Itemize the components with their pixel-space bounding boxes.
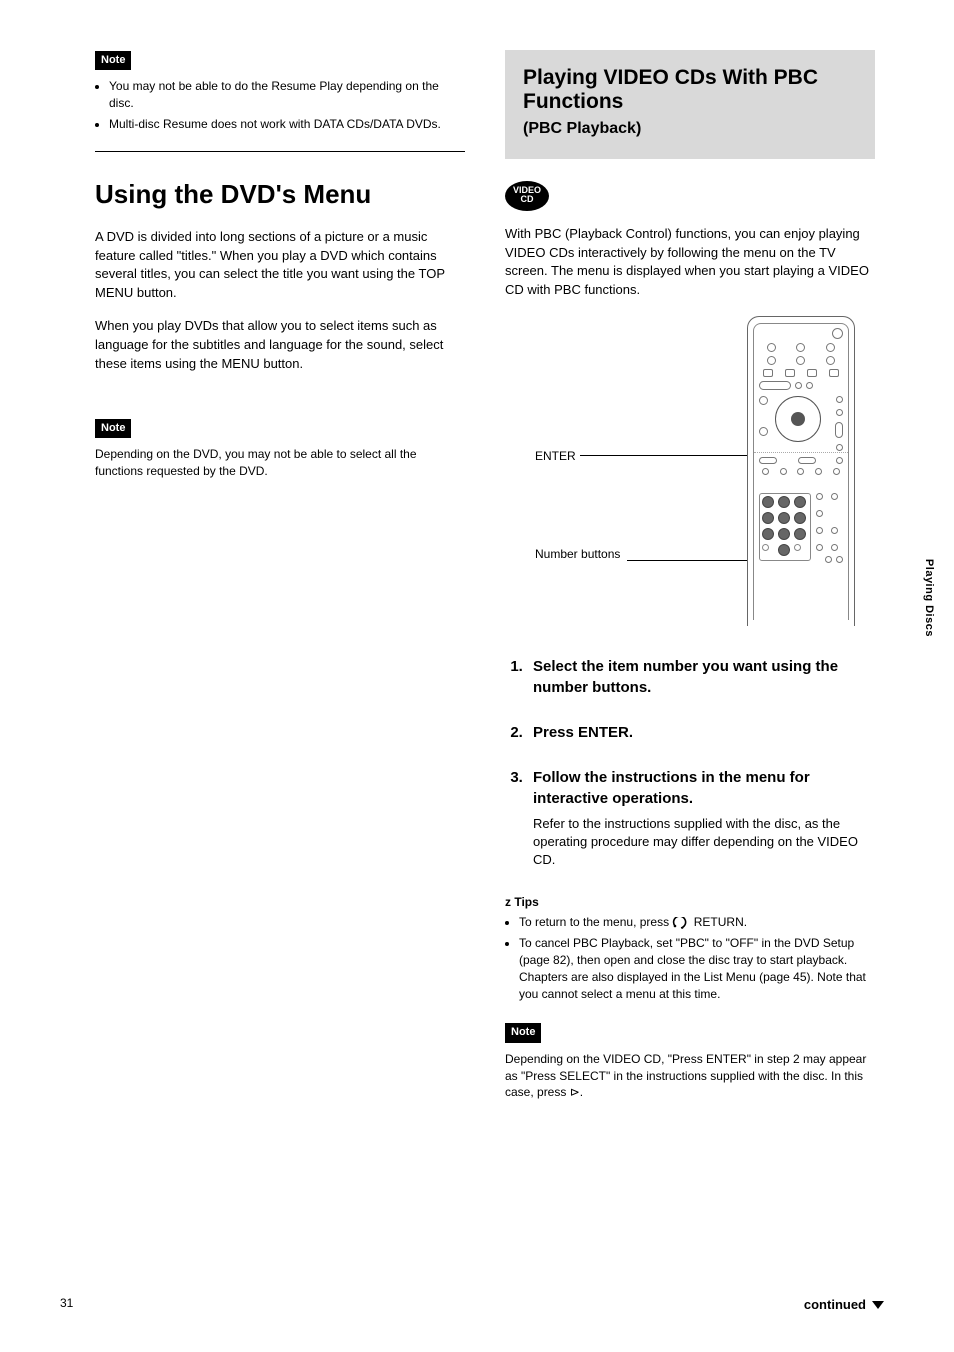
remote-btn xyxy=(806,382,813,389)
remote-btn xyxy=(785,369,795,377)
remote-btn xyxy=(816,527,823,534)
paragraph: When you play DVDs that allow you to sel… xyxy=(95,317,465,374)
note-text: Depending on the VIDEO CD, "Press ENTER"… xyxy=(505,1051,875,1101)
dpad xyxy=(757,394,845,448)
tip-item: To return to the menu, press RETURN. xyxy=(519,914,875,931)
remote-btn xyxy=(759,396,768,405)
video-cd-badge: VIDEO CD xyxy=(505,181,549,211)
step-body: Refer to the instructions supplied with … xyxy=(533,815,875,870)
note-label-top: Note xyxy=(95,51,131,70)
enter-button[interactable] xyxy=(791,412,805,426)
continued-text: continued xyxy=(804,1297,866,1312)
remote-btn xyxy=(826,343,835,352)
note-item: You may not be able to do the Resume Pla… xyxy=(109,78,465,112)
note-label-bottom: Note xyxy=(505,1023,541,1042)
remote-btn xyxy=(816,544,823,551)
step-item: Press ENTER. xyxy=(527,722,875,743)
step-item: Follow the instructions in the menu for … xyxy=(527,767,875,870)
remote-btn xyxy=(796,343,805,352)
num-button[interactable] xyxy=(762,512,774,524)
remote-btn xyxy=(780,468,787,475)
step-list: Select the item number you want using th… xyxy=(505,656,875,870)
remote-btn xyxy=(831,544,838,551)
step-title: Select the item number you want using th… xyxy=(533,658,838,696)
section-divider xyxy=(95,151,465,152)
continued-indicator: continued xyxy=(804,1296,884,1314)
step-item: Select the item number you want using th… xyxy=(527,656,875,698)
remote-btn xyxy=(759,457,777,464)
note-item: Multi-disc Resume does not work with DAT… xyxy=(109,116,465,133)
page-number: 31 xyxy=(60,1295,73,1312)
num-button[interactable] xyxy=(762,496,774,508)
num-button[interactable] xyxy=(762,544,769,551)
tips-heading: z Tips xyxy=(505,894,875,911)
return-icon xyxy=(672,917,690,929)
num-button[interactable] xyxy=(794,496,806,508)
paragraph: A DVD is divided into long sections of a… xyxy=(95,228,465,303)
remote-outline xyxy=(747,316,855,626)
remote-btn xyxy=(763,369,773,377)
tip-item: To cancel PBC Playback, set "PBC" to "OF… xyxy=(519,935,875,1002)
remote-btn xyxy=(836,457,843,464)
remote-btn xyxy=(833,468,840,475)
box-title: Playing VIDEO CDs With PBC Functions xyxy=(523,66,857,114)
callout-line xyxy=(580,455,770,456)
note-text: Depending on the DVD, you may not be abl… xyxy=(95,446,465,480)
remote-btn xyxy=(815,468,822,475)
remote-btn xyxy=(816,510,823,517)
section-heading: Using the DVD's Menu xyxy=(95,180,465,210)
remote-btn xyxy=(831,493,838,500)
remote-btn xyxy=(759,427,768,436)
remote-btn xyxy=(831,527,838,534)
note-label-sub: Note xyxy=(95,419,131,438)
enter-label: ENTER xyxy=(535,448,576,465)
box-subtitle: (PBC Playback) xyxy=(523,118,857,140)
num-button[interactable] xyxy=(778,528,790,540)
number-pad xyxy=(757,479,845,554)
remote-btn xyxy=(797,468,804,475)
remote-btn xyxy=(762,468,769,475)
side-tab-label: Playing Discs xyxy=(921,559,936,637)
tips-label: z Tips xyxy=(505,895,539,909)
num-button[interactable] xyxy=(762,528,774,540)
left-column: Note You may not be able to do the Resum… xyxy=(95,50,465,1101)
highlight-box: Playing VIDEO CDs With PBC Functions (PB… xyxy=(505,50,875,159)
remote-btn xyxy=(826,356,835,365)
tips-list: To return to the menu, press RETURN. To … xyxy=(505,914,875,1002)
remote-diagram: ENTER Number buttons xyxy=(535,316,875,636)
intro-paragraph: With PBC (Playback Control) functions, y… xyxy=(505,225,875,300)
num-button[interactable] xyxy=(794,512,806,524)
remote-btn xyxy=(767,356,776,365)
remote-btn xyxy=(829,369,839,377)
remote-btn xyxy=(836,409,843,416)
step-title: Follow the instructions in the menu for … xyxy=(533,769,810,807)
remote-btn xyxy=(835,422,843,438)
remote-btn xyxy=(767,343,776,352)
down-arrow-icon xyxy=(872,1301,884,1309)
step-title: Press ENTER. xyxy=(533,724,633,741)
number-buttons-label: Number buttons xyxy=(535,546,620,563)
remote-btn xyxy=(816,493,823,500)
remote-btn xyxy=(795,382,802,389)
num-button[interactable] xyxy=(778,512,790,524)
num-button[interactable] xyxy=(794,528,806,540)
callout-line xyxy=(627,560,752,561)
remote-btn xyxy=(836,396,843,403)
top-note-list: You may not be able to do the Resume Pla… xyxy=(95,78,465,132)
power-icon xyxy=(832,328,843,339)
remote-btn xyxy=(796,356,805,365)
remote-btn xyxy=(798,457,816,464)
remote-btn xyxy=(807,369,817,377)
remote-btn xyxy=(759,381,791,390)
num-button[interactable] xyxy=(794,544,801,551)
num-button[interactable] xyxy=(778,544,790,556)
right-column: Playing VIDEO CDs With PBC Functions (PB… xyxy=(505,50,875,1101)
num-button[interactable] xyxy=(778,496,790,508)
remote-btn xyxy=(836,444,843,451)
